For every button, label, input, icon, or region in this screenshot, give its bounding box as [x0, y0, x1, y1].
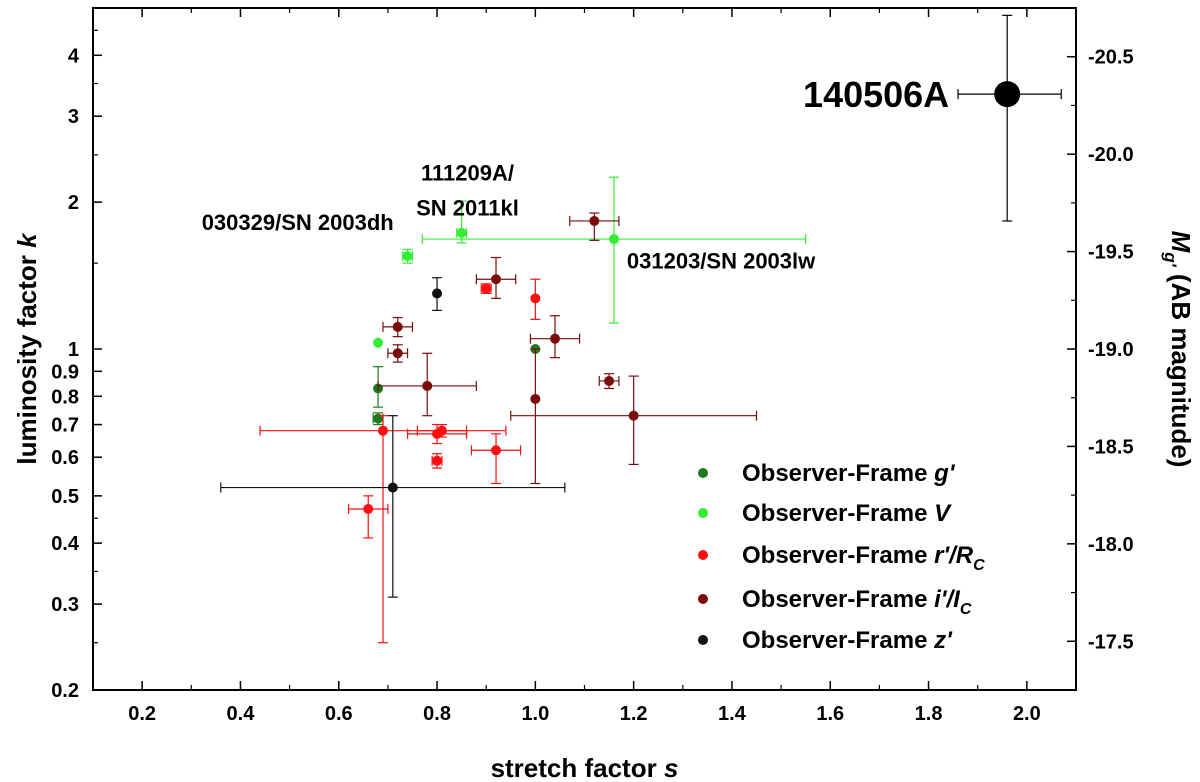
y-tick-label: 0.9 [51, 361, 79, 383]
data-point [491, 445, 502, 456]
data-point [432, 288, 443, 299]
x-tick-label: 1.4 [718, 703, 747, 725]
x-tick-label: 1.6 [816, 703, 844, 725]
annotation-label: 111209A/ [421, 161, 514, 186]
annotation-label: 030329/SN 2003dh [202, 210, 394, 235]
legend-marker [698, 468, 708, 478]
y2-axis-title: Mg' (AB magnitude) [1161, 231, 1196, 468]
data-point [377, 425, 388, 436]
x-axis-title: stretch factor s [491, 753, 679, 782]
data-point [491, 274, 502, 285]
annotation-label: 031203/SN 2003lw [627, 248, 816, 273]
y2-tick-label: -18.5 [1088, 436, 1134, 458]
data-point [994, 81, 1021, 108]
data-point [628, 410, 639, 421]
data-point [608, 234, 619, 245]
data-point [481, 283, 492, 294]
legend-marker [698, 594, 708, 604]
data-point [436, 425, 447, 436]
x-tick-label: 2.0 [1013, 703, 1041, 725]
x-tick-label: 0.8 [423, 703, 451, 725]
data-point [387, 482, 398, 493]
y2-tick-label: -20.5 [1088, 47, 1134, 69]
y-tick-label: 0.4 [51, 533, 80, 555]
x-tick-label: 1.2 [620, 703, 648, 725]
data-point [432, 455, 443, 466]
y-tick-label: 1 [68, 339, 79, 361]
annotation-label: SN 2011kl [416, 196, 519, 221]
legend-label: Observer-Frame r'/RC [742, 542, 985, 574]
data-point [604, 375, 615, 386]
data-point [422, 380, 433, 391]
data-point [550, 333, 561, 344]
x-tick-label: 1.0 [521, 703, 549, 725]
data-point [530, 393, 541, 404]
y2-tick-label: -18.0 [1088, 534, 1134, 556]
data-point [589, 215, 600, 226]
legend-label: Observer-Frame V [742, 500, 952, 527]
y-tick-label: 3 [68, 106, 79, 128]
x-tick-label: 1.8 [915, 703, 943, 725]
y-tick-label: 0.3 [51, 594, 79, 616]
annotation-label: 140506A [803, 74, 949, 115]
y-tick-label: 0.8 [51, 386, 79, 408]
data-point [402, 251, 413, 262]
y2-tick-label: -20.0 [1088, 144, 1134, 166]
y-tick-label: 0.7 [51, 415, 79, 437]
data-point [456, 227, 467, 238]
data-point [373, 337, 384, 348]
axes: 0.2 0.4 0.6 0.8 1.0 1.2 1.4 1.6 1.8 2.0 0.2 0.3 0.4 0… [12, 7, 1196, 782]
x-tick-label: 0.2 [128, 703, 156, 725]
data-point [363, 503, 374, 514]
y2-tick-label: -19.0 [1088, 339, 1134, 361]
y-axis-title: luminosity factor k [12, 232, 42, 465]
y-tick-label: 2 [68, 192, 79, 214]
legend-label: Observer-Frame i'/IC [742, 586, 972, 618]
data-point [530, 293, 541, 304]
y2-tick-label: -17.5 [1088, 631, 1134, 653]
x-tick-label: 0.6 [325, 703, 353, 725]
data-point [392, 321, 403, 332]
plot-marks: 140506A 111209A/SN 2011kl 030329/SN 2003dh… [202, 14, 1062, 644]
legend-label: Observer-Frame z' [742, 627, 953, 654]
y-tick-label: 0.2 [51, 680, 79, 702]
legend: Observer-Frame g' Observer-Frame V Observe… [698, 460, 985, 654]
legend-label: Observer-Frame g' [742, 460, 956, 487]
legend-marker [698, 550, 708, 560]
legend-marker [698, 635, 708, 645]
legend-marker [698, 508, 708, 518]
y-tick-label: 0.6 [51, 447, 79, 469]
data-point [392, 348, 403, 359]
y2-tick-label: -19.5 [1088, 242, 1134, 264]
x-tick-label: 0.4 [227, 703, 256, 725]
y-tick-label: 4 [68, 45, 80, 67]
y-tick-label: 0.5 [51, 486, 79, 508]
